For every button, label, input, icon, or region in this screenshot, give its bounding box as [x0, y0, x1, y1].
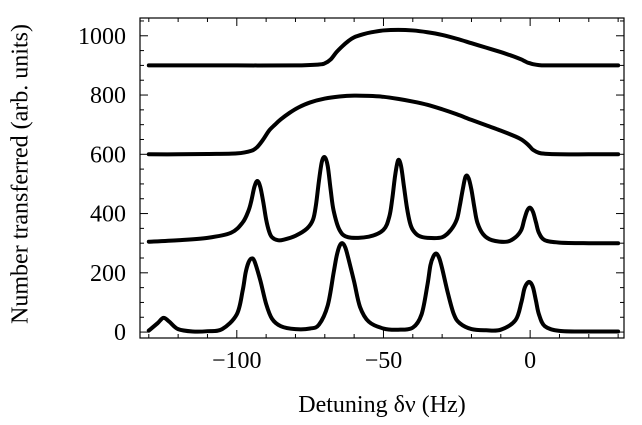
series-line-4 — [146, 27, 621, 68]
x-tick-label: −100 — [212, 348, 262, 374]
y-tick-label: 1000 — [78, 24, 126, 50]
y-axis-title: Number transferred (arb. units) — [8, 24, 34, 324]
y-tick-label: 0 — [114, 320, 126, 346]
y-tick-label: 600 — [90, 142, 126, 168]
x-axis-title: Detuning δν (Hz) — [298, 392, 465, 418]
x-tick-label: −50 — [365, 348, 403, 374]
x-tick-label: 0 — [524, 348, 536, 374]
series-line-1 — [146, 241, 621, 334]
series-line-3 — [146, 93, 621, 157]
x-axis-ticks: −100 −50 0 — [148, 18, 619, 374]
y-axis-ticks: 0 200 400 600 800 1000 — [78, 20, 624, 346]
plot-area-border — [139, 17, 625, 339]
series-line-2 — [146, 155, 621, 246]
series-layer — [146, 27, 621, 334]
y-tick-label: 200 — [90, 261, 126, 287]
y-tick-label: 400 — [90, 202, 126, 228]
y-tick-label: 800 — [90, 83, 126, 109]
plot-frame — [139, 17, 625, 339]
